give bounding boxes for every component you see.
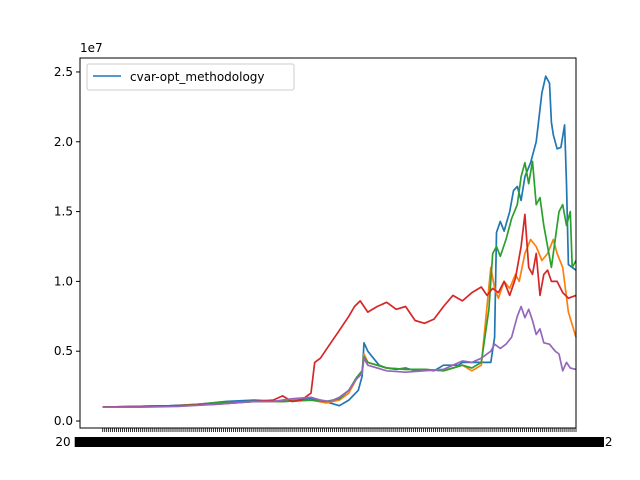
- y-axis: 0.0 0.5 1.0 1.5 2.0 2.5: [54, 65, 80, 428]
- series-line-4: [102, 213, 577, 408]
- x-tick-label-band: [74, 437, 605, 447]
- plot-frame: [79, 57, 577, 429]
- series-line-5: [102, 305, 577, 408]
- x-tick-label-first: 20: [55, 435, 70, 449]
- y-tick-label: 2.0: [54, 135, 73, 149]
- y-tick-label: 0.0: [54, 414, 73, 428]
- y-scale-label: 1e7: [80, 41, 103, 55]
- legend-box: [86, 63, 295, 91]
- legend: cvar-opt_methodology: [86, 63, 295, 91]
- series-layer: [102, 75, 577, 408]
- y-tick-label: 2.5: [54, 65, 73, 79]
- y-tick-label: 1.5: [54, 205, 73, 219]
- y-tick-label: 1.0: [54, 274, 73, 288]
- x-axis: 20 2022: [55, 428, 613, 449]
- legend-entry: cvar-opt_methodology: [130, 70, 265, 84]
- x-tick-label-last: 2022: [582, 435, 613, 449]
- y-tick-label: 0.5: [54, 344, 73, 358]
